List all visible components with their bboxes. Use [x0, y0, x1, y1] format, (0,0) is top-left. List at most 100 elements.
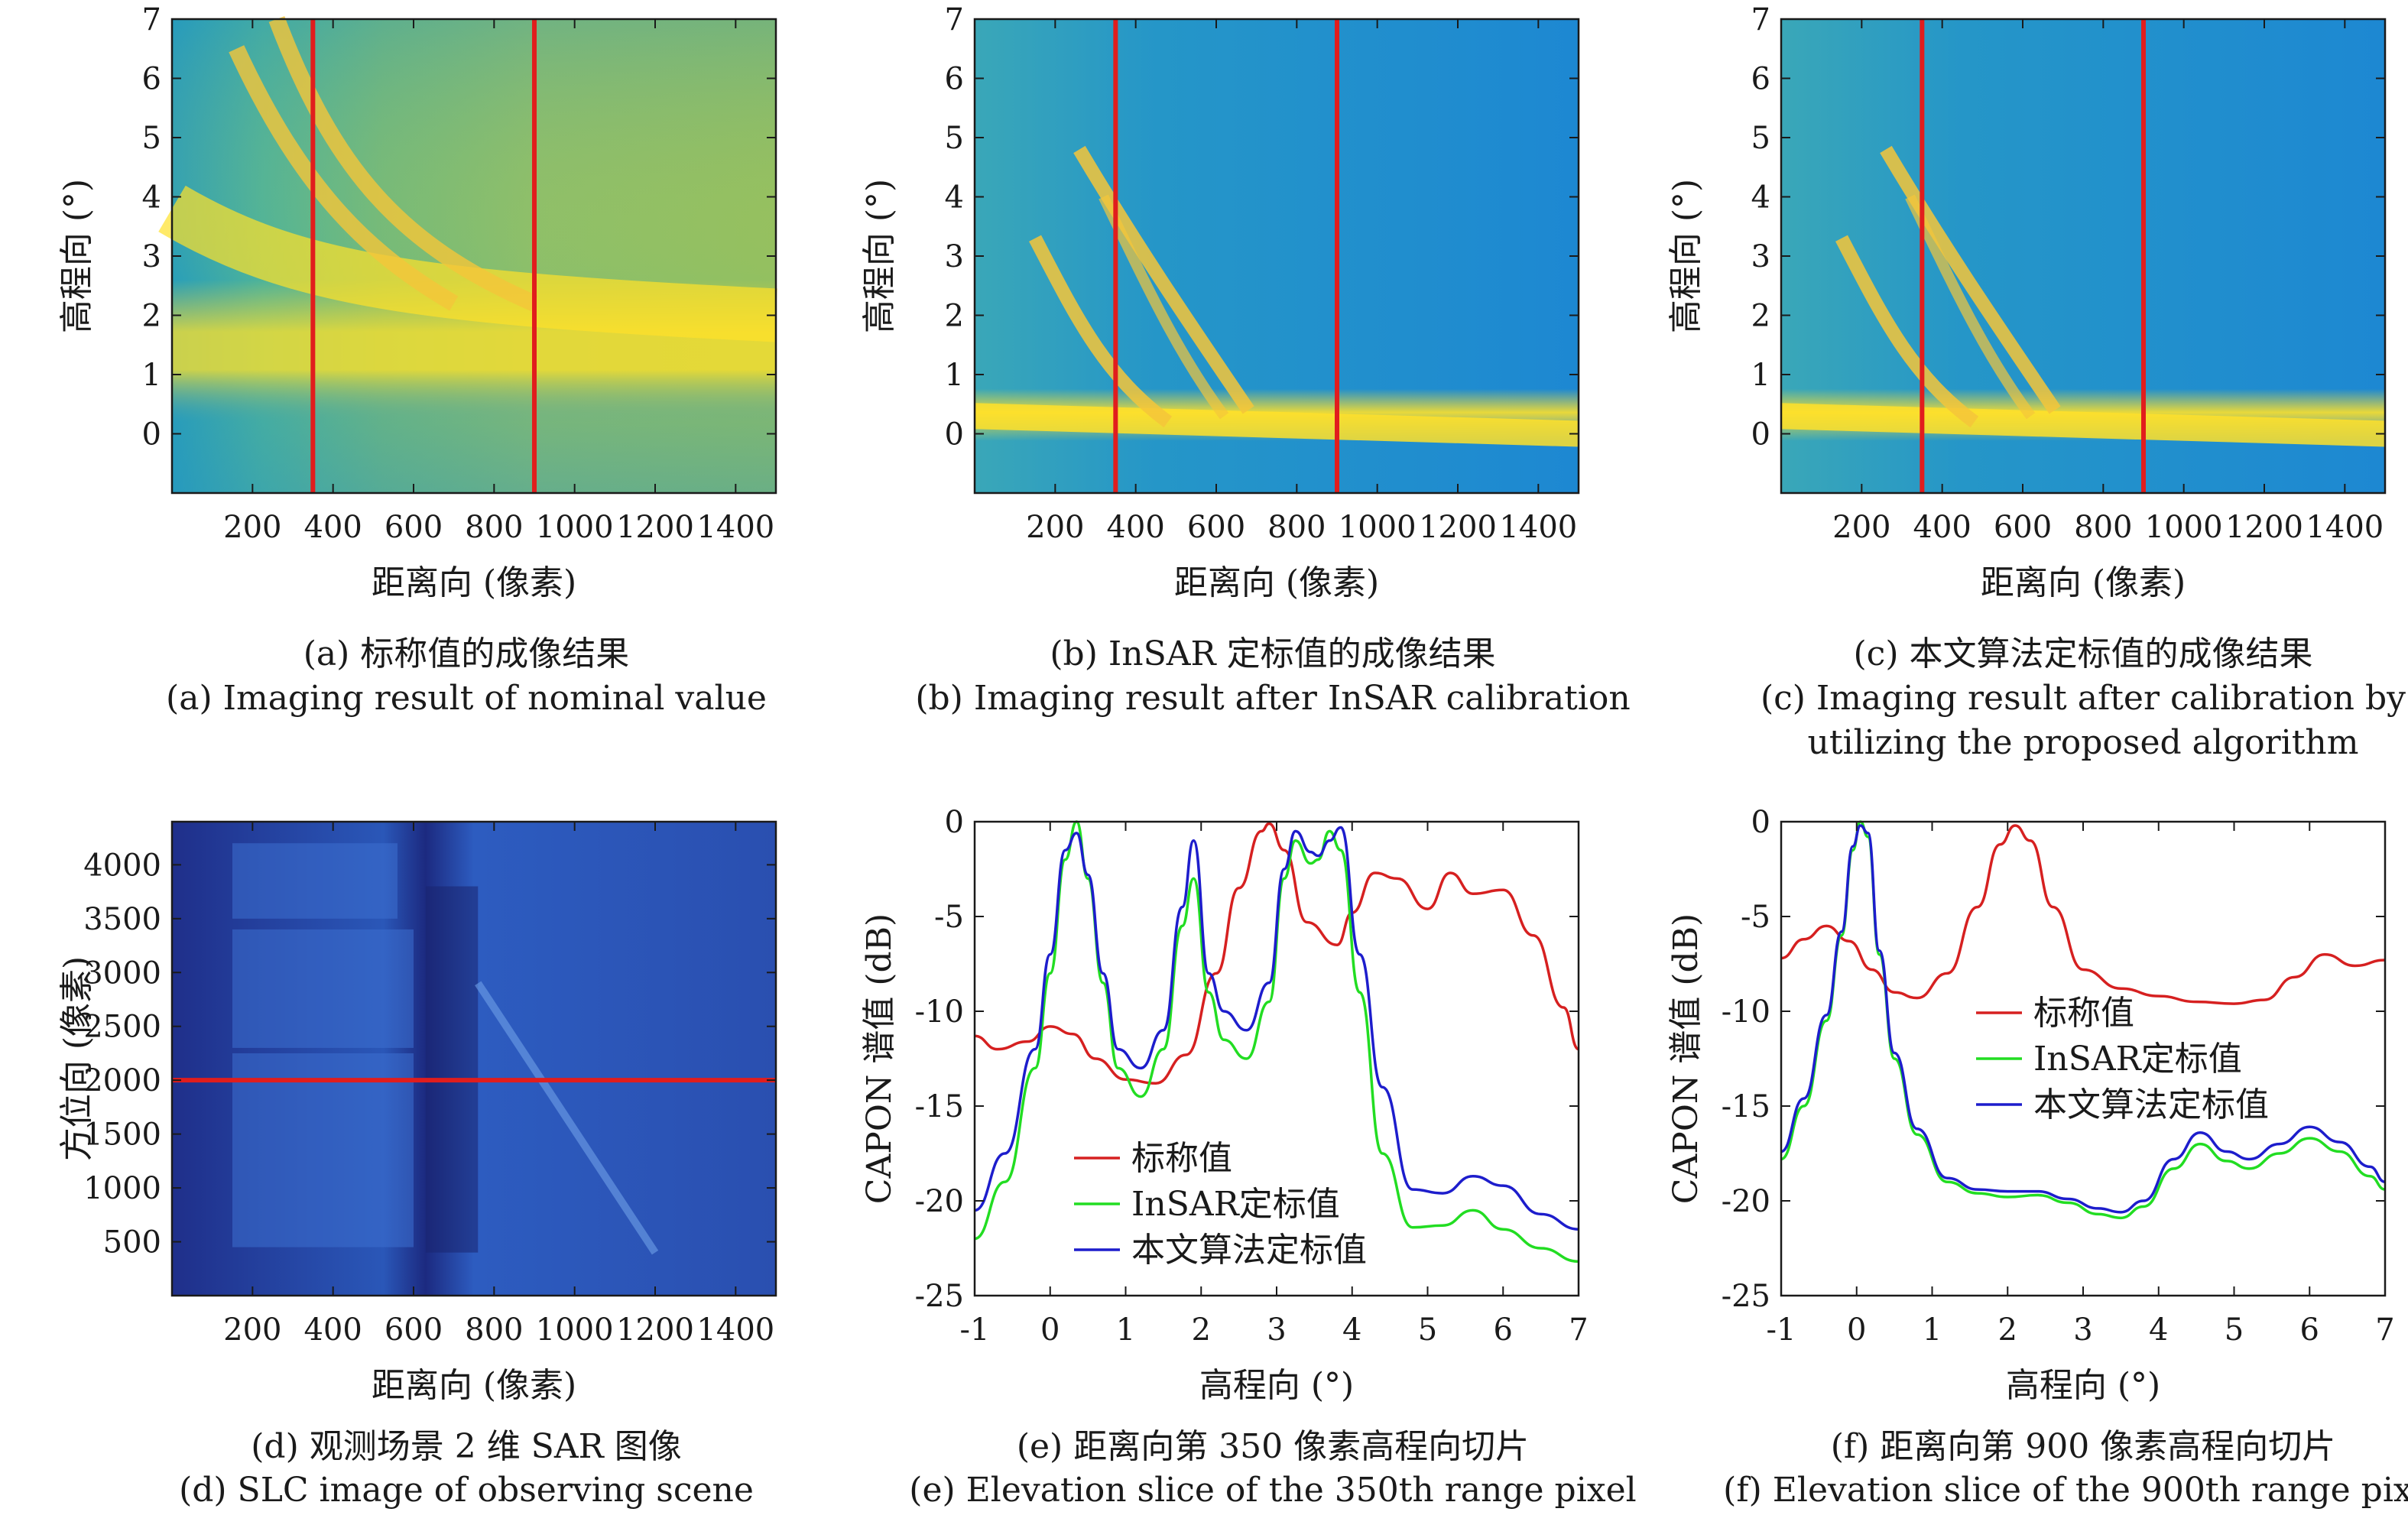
y-tick-label: -10 [1722, 994, 1770, 1030]
y-tick-label: 2 [142, 299, 161, 334]
y-tick-label: 1 [1751, 358, 1770, 393]
y-tick-label: -20 [1722, 1184, 1770, 1219]
x-tick-label: 0 [1040, 1312, 1060, 1348]
x-tick-label: 800 [465, 1312, 523, 1348]
legend-label-1: InSAR定标值 [1131, 1185, 1340, 1224]
x-tick-label: 1200 [1419, 510, 1497, 545]
x-tick-label: 1000 [2145, 510, 2223, 545]
x-tick-label: 400 [1913, 510, 1971, 545]
x-tick-label: 3 [2073, 1312, 2092, 1348]
x-tick-label: 3 [1267, 1312, 1286, 1348]
x-tick-label: 400 [303, 510, 362, 545]
x-tick-label: 5 [1418, 1312, 1437, 1348]
caption-c-cn: (c) 本文算法定标值的成像结果 [1854, 634, 2313, 673]
caption-b-en: (b) Imaging result after InSAR calibrati… [915, 679, 1630, 718]
x-tick-label: 800 [2074, 510, 2132, 545]
caption-c-en-1: (c) Imaging result after calibration by [1761, 679, 2406, 718]
x-tick-label: 600 [385, 1312, 443, 1348]
caption-d-en: (d) SLC image of observing scene [179, 1471, 754, 1510]
x-axis-label: 距离向 (像素) [372, 1366, 576, 1405]
x-tick-label: 400 [303, 1312, 362, 1348]
sar-road [475, 981, 659, 1255]
x-axis-label: 高程向 (°) [2006, 1366, 2160, 1405]
heatmap-ridge [1880, 145, 2061, 414]
x-axis-label: 高程向 (°) [1199, 1366, 1354, 1405]
x-tick-label: 0 [1847, 1312, 1866, 1348]
x-tick-label: 1400 [696, 1312, 774, 1348]
sar-structure [232, 929, 414, 1048]
y-tick-label: 0 [945, 417, 964, 453]
x-tick-label: 600 [1994, 510, 2052, 545]
x-tick-label: 1200 [2225, 510, 2303, 545]
panel-b: 200 400 600 800 1000 1200 1400 0 1 2 3 4 5 6 7 距离向 (像素)… [860, 2, 1580, 602]
x-tick-label: 7 [1569, 1312, 1588, 1348]
x-tick-label: 1 [1116, 1312, 1135, 1348]
legend-label-2: 本文算法定标值 [2033, 1085, 2269, 1124]
sar-structure [232, 1053, 414, 1247]
y-tick-label: 2000 [83, 1063, 161, 1098]
x-tick-label: -1 [1767, 1312, 1796, 1348]
x-tick-label: 5 [2225, 1312, 2244, 1348]
caption-e-en: (e) Elevation slice of the 350th range p… [909, 1471, 1636, 1510]
x-axis-label: 距离向 (像素) [1174, 563, 1379, 602]
y-tick-label: 5 [1751, 121, 1770, 156]
x-tick-label: 200 [223, 510, 281, 545]
panel-d: 200 400 600 800 1000 1200 14005001000150020002… [57, 820, 777, 1405]
y-tick-label: -15 [915, 1089, 964, 1124]
x-tick-label: 4 [1342, 1312, 1361, 1348]
y-axis-label: CAPON 谱值 (dB) [860, 913, 899, 1204]
x-tick-label: 4 [2149, 1312, 2168, 1348]
heatmap-ridge [1099, 194, 1229, 420]
y-tick-label: 2 [1751, 299, 1770, 334]
y-tick-label: -25 [1722, 1279, 1770, 1314]
heatmap-ridge [229, 45, 459, 311]
y-tick-label: 3 [142, 239, 161, 274]
x-tick-label: 200 [1832, 510, 1890, 545]
y-axis-label: 方位向 (像素) [57, 956, 96, 1161]
y-tick-label: 6 [142, 62, 161, 97]
x-tick-label: 600 [385, 510, 443, 545]
y-tick-label: 3 [945, 239, 964, 274]
y-tick-label: 2500 [83, 1010, 161, 1045]
y-axis-label: 高程向 (°) [57, 179, 96, 333]
x-tick-label: 800 [465, 510, 523, 545]
series-line-2 [974, 826, 1579, 1231]
x-tick-label: 7 [2375, 1312, 2394, 1348]
axes-frame [170, 820, 777, 1297]
x-tick-label: 1000 [1339, 510, 1417, 545]
caption-d-cn: (d) 观测场景 2 维 SAR 图像 [251, 1427, 681, 1466]
y-tick-label: 0 [142, 417, 161, 453]
legend-label-1: InSAR定标值 [2033, 1040, 2242, 1079]
x-tick-label: 2 [1192, 1312, 1211, 1348]
y-tick-label: -5 [934, 900, 964, 935]
y-tick-label: -10 [915, 994, 964, 1030]
y-tick-label: 1500 [83, 1118, 161, 1153]
heatmap-ridge [1073, 145, 1254, 414]
y-tick-label: -20 [915, 1184, 964, 1219]
y-axis-label: 高程向 (°) [860, 179, 899, 333]
y-axis-label: 高程向 (°) [1666, 179, 1705, 333]
x-tick-label: 1400 [2306, 510, 2384, 545]
legend-label-2: 本文算法定标值 [1131, 1231, 1367, 1270]
y-tick-label: 3500 [83, 902, 161, 937]
x-axis-label: 距离向 (像素) [372, 563, 576, 602]
caption-f-cn: (f) 距离向第 900 像素高程向切片 [1831, 1427, 2336, 1466]
caption-f-en: (f) Elevation slice of the 900th range p… [1723, 1471, 2408, 1510]
heatmap-ridge [158, 185, 777, 342]
y-tick-label: 5 [142, 121, 161, 156]
caption-c-en-2: utilizing the proposed algorithm [1808, 723, 2359, 762]
x-tick-label: 1400 [696, 510, 774, 545]
caption-a-cn: (a) 标称值的成像结果 [303, 634, 630, 673]
y-tick-label: 7 [945, 2, 964, 37]
y-axis-label: CAPON 谱值 (dB) [1666, 913, 1705, 1204]
heatmap-ridge [1780, 403, 2386, 447]
sar-structure [232, 843, 398, 919]
caption-e-cn: (e) 距离向第 350 像素高程向切片 [1017, 1427, 1529, 1466]
y-tick-label: 7 [1751, 2, 1770, 37]
y-tick-label: 7 [142, 2, 161, 37]
legend-label-0: 标称值 [1131, 1139, 1232, 1178]
x-tick-label: 2 [1998, 1312, 2017, 1348]
y-tick-label: 4000 [83, 848, 161, 883]
